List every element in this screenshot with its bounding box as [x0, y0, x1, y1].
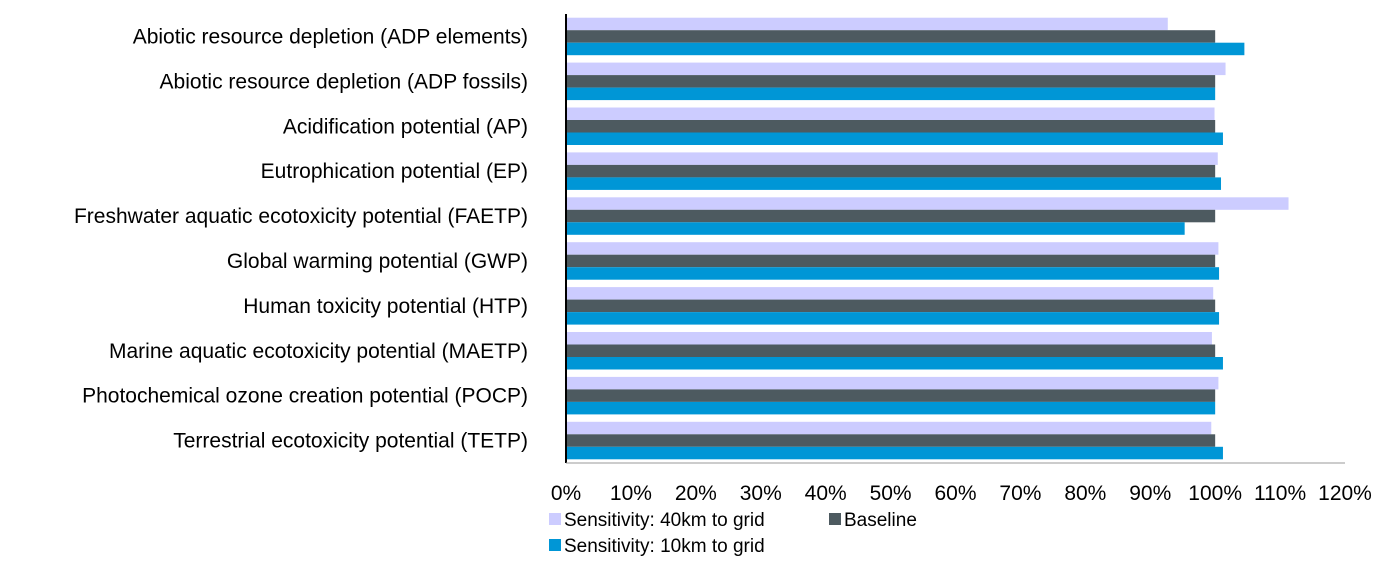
bar-sensitivity-40km — [566, 152, 1218, 165]
bar-baseline — [566, 209, 1216, 223]
category-label: Eutrophication potential (EP) — [261, 160, 528, 183]
x-tick-label: 50% — [870, 482, 912, 505]
x-tick-label: 110% — [1254, 482, 1306, 505]
bar-sensitivity-10km — [566, 446, 1223, 460]
category-label: Human toxicity potential (HTP) — [243, 295, 528, 318]
bar-baseline — [566, 389, 1216, 402]
x-tick-label: 40% — [805, 482, 847, 505]
legend-swatch — [549, 513, 561, 525]
x-tick-label: 30% — [740, 482, 782, 505]
x-tick-label: 120% — [1318, 482, 1372, 505]
bar-sensitivity-10km — [566, 87, 1216, 101]
bar-baseline — [566, 344, 1216, 357]
bar-baseline — [566, 299, 1216, 313]
category-label: Global warming potential (GWP) — [227, 250, 528, 273]
bar-sensitivity-40km — [566, 376, 1219, 390]
bar-sensitivity-10km — [566, 177, 1222, 190]
category-label: Abiotic resource depletion (ADP fossils) — [160, 70, 528, 93]
axes-group — [565, 14, 1345, 464]
bar-sensitivity-10km — [566, 267, 1220, 280]
bar-sensitivity-40km — [566, 421, 1212, 435]
bar-baseline — [566, 434, 1216, 447]
category-label: Photochemical ozone creation potential (… — [82, 385, 528, 408]
x-tick-label: 0% — [551, 482, 581, 505]
legend: Sensitivity: 40km to grid Baseline Sensiti… — [549, 510, 917, 557]
bar-sensitivity-10km — [566, 132, 1223, 145]
x-tick-label: 70% — [999, 482, 1041, 505]
x-tick-label: 80% — [1064, 482, 1106, 505]
x-tick-label: 90% — [1129, 482, 1171, 505]
x-tick-label: 60% — [934, 482, 976, 505]
bar-sensitivity-10km — [566, 222, 1185, 235]
category-label: Acidification potential (AP) — [283, 115, 528, 138]
bar-sensitivity-10km — [566, 312, 1220, 325]
x-tick-label: 20% — [675, 482, 717, 505]
category-label: Freshwater aquatic ecotoxicity potential… — [74, 205, 528, 228]
category-labels: Abiotic resource depletion (ADP elements… — [74, 25, 528, 452]
bar-sensitivity-40km — [566, 197, 1289, 210]
bar-sensitivity-10km — [566, 357, 1223, 370]
x-tick-label: 10% — [610, 482, 652, 505]
bar-sensitivity-40km — [566, 17, 1168, 31]
legend-swatch — [549, 539, 561, 551]
bar-baseline — [566, 75, 1216, 88]
bar-sensitivity-10km — [566, 401, 1216, 415]
bar-sensitivity-40km — [566, 287, 1214, 300]
bar-baseline — [566, 254, 1216, 268]
bar-sensitivity-40km — [566, 107, 1215, 120]
bar-sensitivity-40km — [566, 242, 1219, 255]
bar-baseline — [566, 30, 1216, 43]
bar-sensitivity-40km — [566, 62, 1226, 76]
category-label: Marine aquatic ecotoxicity potential (MA… — [109, 340, 528, 363]
bars-group — [566, 17, 1289, 460]
category-label: Abiotic resource depletion (ADP elements… — [133, 25, 528, 48]
x-tick-labels: 0% 10% 20% 30% 40% 50% 60% 70% 80% 90% 100% 110% 120… — [551, 482, 1372, 505]
bar-sensitivity-40km — [566, 332, 1212, 345]
legend-label: Sensitivity: 40km to grid — [564, 510, 765, 531]
x-tick-label: 100% — [1188, 482, 1242, 505]
bar-baseline — [566, 120, 1216, 133]
legend-swatch — [829, 513, 841, 525]
category-label: Terrestrial ecotoxicity potential (TETP) — [173, 430, 528, 453]
bar-baseline — [566, 164, 1216, 178]
legend-label: Baseline — [844, 510, 917, 531]
bar-sensitivity-10km — [566, 42, 1245, 56]
legend-label: Sensitivity: 10km to grid — [564, 536, 765, 557]
